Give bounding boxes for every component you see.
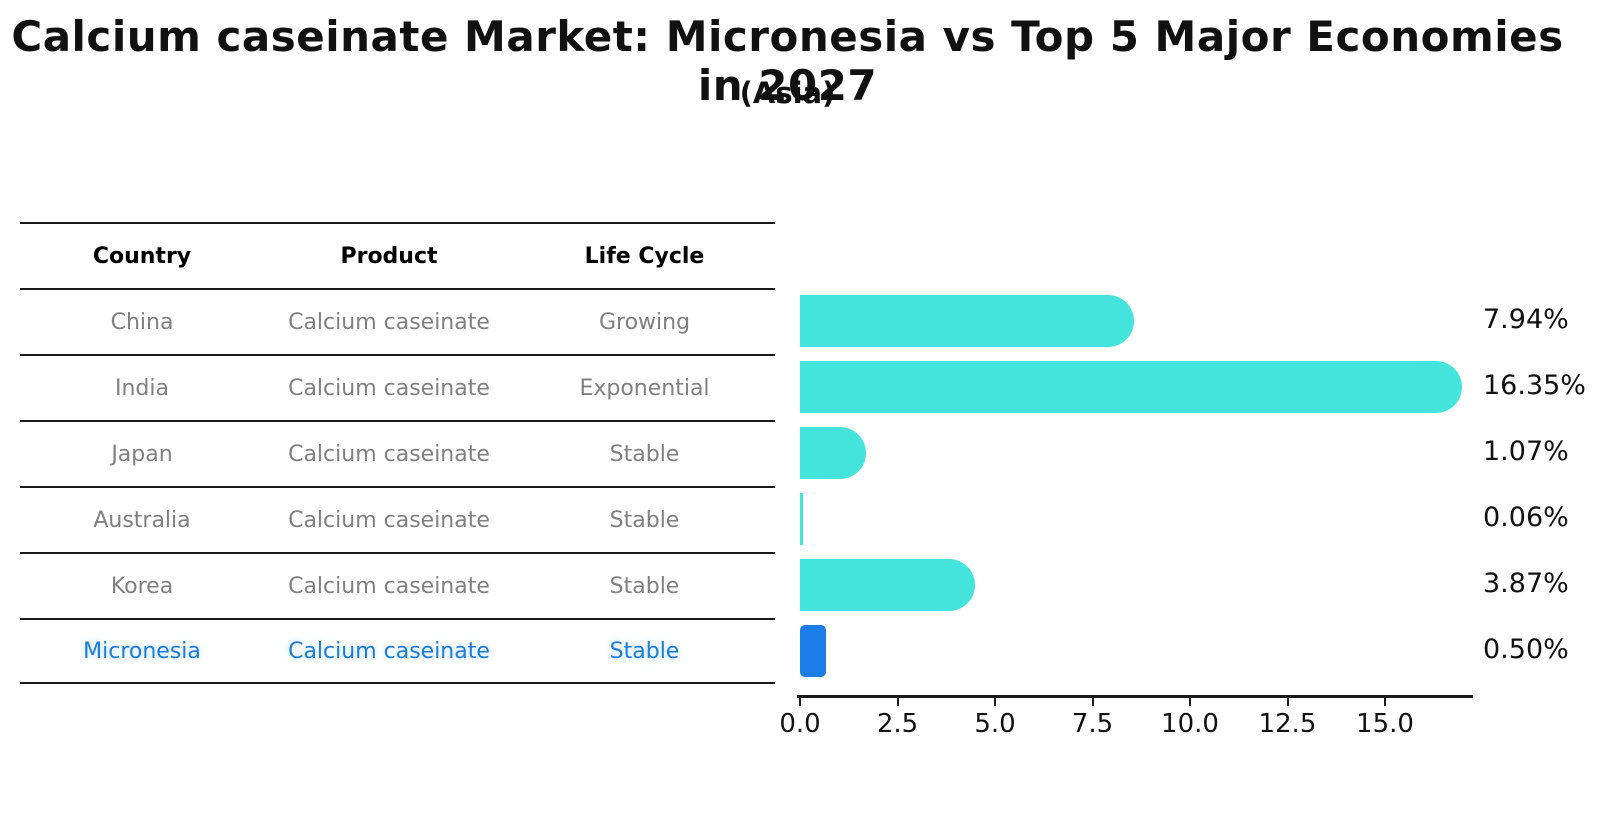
product-cell: Calcium caseinate (288, 309, 490, 335)
bar-value-label: 0.50% (1483, 634, 1569, 665)
country-cell: Korea (110, 573, 174, 599)
x-axis-tick-label: 0.0 (779, 709, 821, 739)
x-axis-tick-label: 7.5 (1071, 709, 1114, 739)
bar-india (800, 361, 1462, 413)
table-row-japan: Japan Calcium caseinate Stable (20, 420, 775, 486)
table-row-china: China Calcium caseinate Growing (20, 288, 775, 354)
lifecycle-cell: Growing (598, 309, 691, 335)
x-axis-tick-label: 12.5 (1258, 709, 1317, 739)
x-axis-tick-label: 15.0 (1356, 709, 1414, 739)
x-axis-tick (799, 697, 801, 706)
column-header-lifecycle: Life Cycle (584, 243, 705, 269)
bar-korea (800, 559, 975, 611)
column-header-country: Country (92, 243, 192, 269)
column-header-product: Product (340, 243, 438, 269)
x-axis-line (797, 695, 1473, 698)
x-axis-tick (1384, 697, 1386, 706)
bar-value-label: 16.35% (1483, 370, 1586, 401)
bar-value-label: 7.94% (1483, 304, 1569, 335)
country-table: Country Product Life Cycle China Calcium… (20, 222, 775, 684)
product-cell: Calcium caseinate (288, 507, 490, 533)
country-cell: China (110, 309, 174, 335)
product-cell: Calcium caseinate (288, 375, 490, 401)
table-row-micronesia: Micronesia Calcium caseinate Stable (20, 618, 775, 684)
x-axis-tick (896, 697, 899, 706)
table-row-india: India Calcium caseinate Exponential (20, 354, 775, 420)
x-axis-tick-label: 10.0 (1161, 709, 1219, 739)
bar-value-label: 0.06% (1483, 502, 1569, 533)
chart-subtitle: (Asia) (739, 76, 836, 110)
x-axis-tick (994, 697, 996, 706)
product-cell: Calcium caseinate (288, 573, 490, 599)
country-cell: Japan (111, 441, 173, 467)
product-cell: Calcium caseinate (288, 441, 490, 467)
table-row-korea: Korea Calcium caseinate Stable (20, 552, 775, 618)
country-cell: Micronesia (83, 638, 201, 664)
x-axis-tick-label: 2.5 (876, 709, 919, 739)
x-axis-tick-label: 5.0 (974, 709, 1016, 739)
lifecycle-cell: Stable (609, 573, 680, 599)
x-axis-tick (1286, 697, 1289, 706)
bar-china (800, 295, 1134, 347)
product-cell: Calcium caseinate (288, 638, 490, 664)
table-row-australia: Australia Calcium caseinate Stable (20, 486, 775, 552)
bar-japan (800, 427, 866, 479)
bar-australia (800, 493, 804, 545)
bar-value-label: 3.87% (1483, 568, 1569, 599)
x-axis-tick (1091, 697, 1094, 706)
lifecycle-cell: Exponential (579, 375, 710, 401)
bar-value-label: 1.07% (1483, 436, 1569, 467)
x-axis-tick (1189, 697, 1191, 706)
table-header-row: Country Product Life Cycle (20, 222, 775, 288)
lifecycle-cell: Stable (609, 638, 680, 664)
country-cell: Australia (93, 507, 191, 533)
bar-micronesia (800, 625, 826, 677)
chart-title: Calcium caseinate Market: Micronesia vs … (11, 12, 1564, 110)
lifecycle-cell: Stable (609, 441, 680, 467)
lifecycle-cell: Stable (609, 507, 680, 533)
country-cell: India (115, 375, 169, 401)
